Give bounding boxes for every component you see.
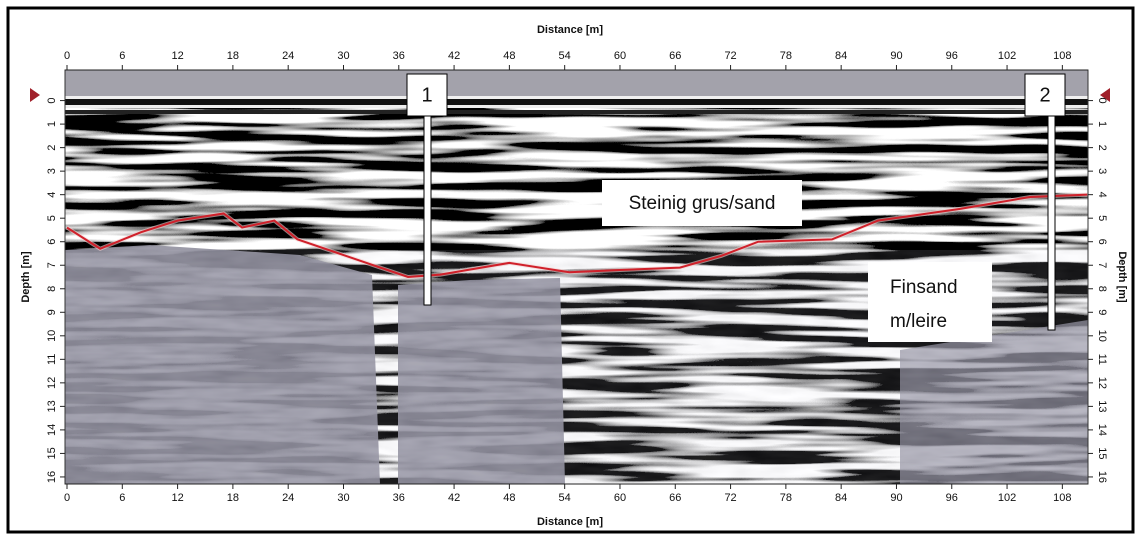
y-tick-label: 3 — [1096, 168, 1108, 174]
y-tick-label: 5 — [1096, 215, 1108, 221]
borehole-label-box — [406, 73, 448, 117]
y-tick-label: 7 — [46, 262, 58, 268]
y-tick-label: 10 — [1096, 330, 1108, 342]
y-tick-label: 4 — [1096, 192, 1108, 198]
surface — [65, 110, 1088, 114]
y-tick-label: 12 — [1096, 377, 1108, 389]
x-tick-label: 48 — [503, 50, 515, 62]
x-tick-label: 24 — [282, 50, 294, 62]
y-tick-label: 1 — [46, 121, 58, 127]
x-tick-label: 54 — [559, 50, 571, 62]
y-tick-label: 15 — [1096, 447, 1108, 459]
y-tick-label: 14 — [46, 424, 58, 436]
layer-label: m/leire — [890, 311, 947, 332]
x-tick-label: 36 — [393, 50, 405, 62]
x-tick-label: 0 — [64, 492, 70, 504]
y-tick-label: 8 — [46, 286, 58, 292]
x-tick-label: 66 — [669, 50, 681, 62]
borehole-label: 2 — [1039, 84, 1050, 106]
borehole — [423, 114, 432, 306]
y-tick-label: 1 — [1096, 121, 1108, 127]
x-axis-title: Distance [m] — [537, 24, 603, 36]
surface — [65, 105, 1088, 108]
x-tick-label: 18 — [227, 50, 239, 62]
borehole-label: 1 — [421, 84, 432, 106]
y-tick-label: 5 — [46, 215, 58, 221]
y-tick-label: 7 — [1096, 262, 1108, 268]
interface-line — [66, 193, 1088, 279]
x-tick-label: 30 — [337, 50, 349, 62]
x-tick-label: 30 — [337, 492, 349, 504]
x-tick-label: 108 — [1053, 492, 1071, 504]
y-tick-label: 3 — [46, 168, 58, 174]
y-tick-label: 13 — [46, 400, 58, 412]
borehole — [1047, 114, 1056, 331]
x-tick-label: 96 — [946, 492, 958, 504]
x-tick-label: 60 — [614, 50, 626, 62]
x-tick-label: 90 — [890, 492, 902, 504]
air-band — [65, 70, 1088, 96]
x-tick-label: 72 — [724, 492, 736, 504]
y-tick-label: 14 — [1096, 424, 1108, 436]
x-tick-label: 6 — [119, 492, 125, 504]
y-tick-label: 0 — [46, 98, 58, 104]
y-tick-label: 8 — [1096, 286, 1108, 292]
x-tick-label: 96 — [946, 50, 958, 62]
layer-label: Finsand — [890, 277, 958, 298]
x-tick-label: 42 — [448, 492, 460, 504]
x-tick-label: 18 — [227, 492, 239, 504]
x-tick-label: 42 — [448, 50, 460, 62]
surface — [65, 96, 1088, 99]
surface-marker — [30, 88, 40, 102]
y-tick-label: 11 — [1096, 354, 1108, 365]
x-tick-label: 72 — [724, 50, 736, 62]
y-tick-label: 11 — [46, 354, 58, 365]
x-tick-label: 6 — [119, 50, 125, 62]
y-tick-label: 4 — [46, 192, 58, 198]
x-tick-label: 0 — [64, 50, 70, 62]
y-tick-label: 16 — [1096, 471, 1108, 483]
x-tick-label: 60 — [614, 492, 626, 504]
label-box — [868, 262, 992, 342]
y-tick-label: 0 — [1096, 98, 1108, 104]
y-tick-label: 13 — [1096, 400, 1108, 412]
y-tick-label: 2 — [46, 145, 58, 151]
annotations: 1 2 Steinig grus/sand Finsand m/leire — [406, 73, 1066, 342]
y-tick-label: 6 — [1096, 239, 1108, 245]
y-tick-label: 9 — [1096, 309, 1108, 315]
y-tick-label: 16 — [46, 471, 58, 483]
x-tick-label: 36 — [393, 492, 405, 504]
y-tick-label: 6 — [46, 239, 58, 245]
x-tick-label: 48 — [503, 492, 515, 504]
surface-marker — [1100, 88, 1110, 102]
y-tick-label: 2 — [1096, 145, 1108, 151]
x-tick-label: 78 — [780, 50, 792, 62]
x-tick-label: 84 — [835, 492, 847, 504]
borehole-label-box — [1024, 73, 1066, 117]
x-tick-label: 54 — [559, 492, 571, 504]
y-tick-label: 12 — [46, 377, 58, 389]
x-tick-label: 84 — [835, 50, 847, 62]
label-box — [602, 180, 802, 226]
y-tick-label: 15 — [46, 447, 58, 459]
y-axis-title: Depth [m] — [20, 251, 32, 303]
y-axis-title: Depth [m] — [1116, 251, 1128, 303]
layer-label: Steinig grus/sand — [629, 193, 776, 214]
surface — [65, 99, 1088, 105]
x-tick-label: 24 — [282, 492, 294, 504]
x-tick-label: 90 — [890, 50, 902, 62]
x-tick-label: 78 — [780, 492, 792, 504]
x-tick-label: 102 — [998, 492, 1016, 504]
y-tick-label: 10 — [46, 330, 58, 342]
x-tick-label: 66 — [669, 492, 681, 504]
x-tick-label: 12 — [171, 492, 183, 504]
y-tick-label: 9 — [46, 309, 58, 315]
x-axis-title: Distance [m] — [537, 516, 603, 528]
x-tick-label: 108 — [1053, 50, 1071, 62]
x-tick-label: 12 — [171, 50, 183, 62]
x-tick-label: 102 — [998, 50, 1016, 62]
